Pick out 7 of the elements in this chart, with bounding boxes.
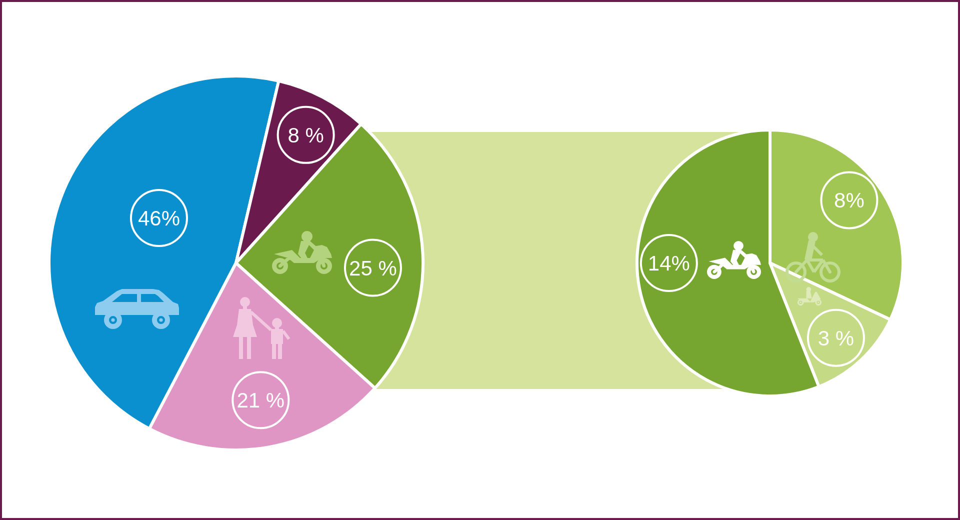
data-label: 8 %: [288, 123, 324, 146]
data-label: 46%: [138, 206, 180, 230]
data-label: 14%: [648, 252, 690, 274]
data-label: 8%: [834, 188, 864, 212]
data-label: 25 %: [349, 256, 397, 280]
data-label: 3 %: [818, 326, 854, 350]
data-label: 21 %: [236, 388, 285, 412]
